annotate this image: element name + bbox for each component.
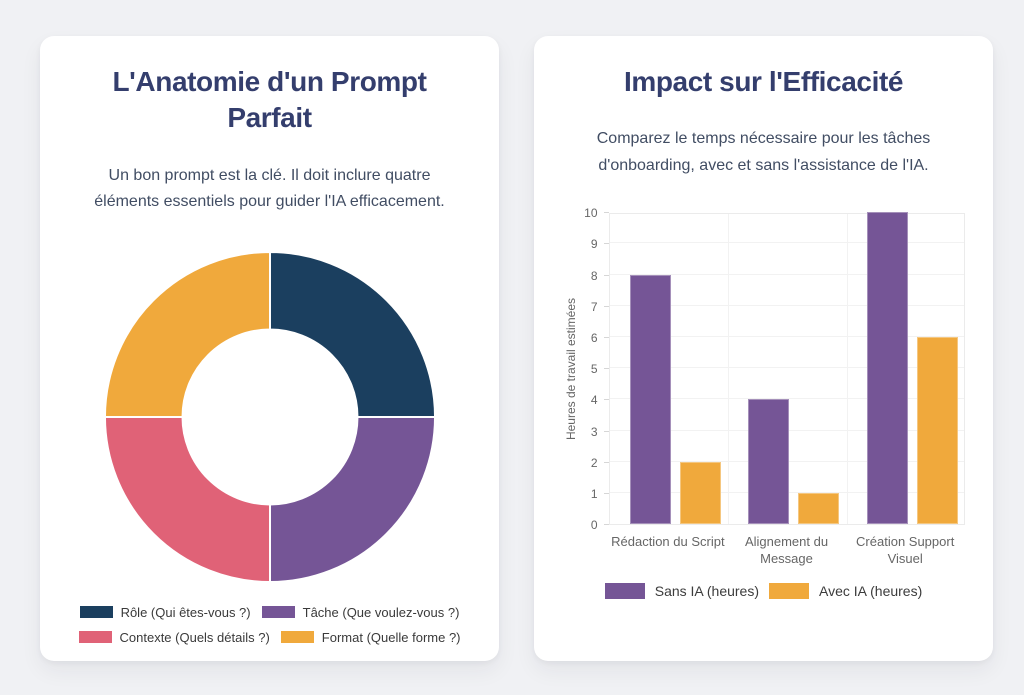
donut-legend: Rôle (Qui êtes-vous ?) Tâche (Que voulez-… bbox=[78, 605, 461, 645]
donut-chart bbox=[101, 248, 439, 591]
y-tick-label: 8 bbox=[590, 268, 598, 283]
x-axis: Rédaction du Script Alignement du Message… bbox=[609, 533, 965, 567]
h-gridline bbox=[609, 367, 964, 369]
y-tick-mark bbox=[603, 524, 609, 526]
donut-legend-item-1[interactable]: Tâche (Que voulez-vous ?) bbox=[261, 604, 460, 620]
legend-swatch bbox=[769, 583, 810, 600]
y-tick-mark bbox=[603, 430, 609, 432]
v-gridline bbox=[728, 214, 730, 525]
y-tick-mark bbox=[603, 336, 609, 338]
x-tick-label-1: Alignement du Message bbox=[744, 534, 829, 567]
h-gridline bbox=[609, 242, 964, 244]
y-axis-title: Heures de travail estimées bbox=[563, 298, 578, 441]
y-tick-label: 5 bbox=[590, 362, 598, 377]
donut-legend-item-0[interactable]: Rôle (Qui êtes-vous ?) bbox=[79, 604, 251, 620]
donut-segment-0 bbox=[268, 250, 436, 418]
donut-segment-3 bbox=[103, 250, 271, 418]
donut-legend-item-3[interactable]: Format (Quelle forme ?) bbox=[280, 629, 461, 645]
page-title: Impact sur l'Efficacité bbox=[623, 66, 904, 97]
legend-label: Rôle (Qui êtes-vous ?) bbox=[120, 604, 251, 620]
card-subtitle: Comparez le temps nécessaire pour les tâ… bbox=[596, 130, 931, 174]
y-tick-mark bbox=[603, 461, 609, 463]
bar-sans-1 bbox=[748, 399, 790, 525]
bar-avec-2 bbox=[916, 336, 958, 525]
donut-segment-1 bbox=[268, 415, 436, 583]
y-tick-mark bbox=[603, 368, 609, 370]
donut-legend-row: Rôle (Qui êtes-vous ?) Tâche (Que voulez-… bbox=[79, 605, 461, 620]
legend-label: Avec IA (heures) bbox=[819, 583, 923, 600]
y-tick-label: 10 bbox=[584, 206, 598, 221]
y-tick-mark bbox=[603, 492, 609, 494]
y-tick-label: 7 bbox=[590, 299, 598, 314]
bar-sans-2 bbox=[866, 212, 908, 525]
x-tick-label-0: Rédaction du Script bbox=[611, 534, 725, 550]
efficiency-card: Impact sur l'Efficacité Comparez le temp… bbox=[534, 36, 993, 661]
legend-swatch bbox=[78, 631, 112, 644]
donut-legend-item-2[interactable]: Contexte (Quels détails ?) bbox=[78, 629, 270, 645]
y-tick-label: 4 bbox=[590, 393, 598, 408]
y-tick-mark bbox=[603, 243, 609, 245]
bar-legend-item-1[interactable]: Avec IA (heures) bbox=[769, 583, 923, 600]
legend-swatch bbox=[280, 631, 314, 644]
y-tick-mark bbox=[603, 305, 609, 307]
h-gridline bbox=[609, 273, 964, 275]
h-gridline bbox=[609, 304, 964, 306]
bar-avec-0 bbox=[679, 461, 721, 525]
bar-sans-0 bbox=[629, 274, 671, 525]
y-tick-label: 9 bbox=[590, 237, 598, 252]
prompt-anatomy-card: L'Anatomie d'un Prompt Parfait Un bon pr… bbox=[40, 36, 499, 661]
legend-swatch bbox=[261, 606, 295, 619]
legend-swatch bbox=[79, 606, 113, 619]
legend-label: Contexte (Quels détails ?) bbox=[119, 629, 270, 645]
page-title: L'Anatomie d'un Prompt Parfait bbox=[112, 66, 427, 134]
y-tick-label: 1 bbox=[590, 486, 598, 501]
donut-legend-row: Contexte (Quels détails ?) Format (Quelle… bbox=[78, 629, 461, 645]
legend-label: Format (Quelle forme ?) bbox=[321, 629, 461, 645]
y-tick-mark bbox=[603, 212, 609, 214]
y-tick-label: 6 bbox=[590, 330, 598, 345]
bar-avec-1 bbox=[798, 492, 840, 525]
h-gridline bbox=[609, 335, 964, 337]
bar-legend-item-0[interactable]: Sans IA (heures) bbox=[604, 583, 760, 600]
x-tick-label-2: Création Support Visuel bbox=[856, 534, 955, 567]
h-gridline bbox=[609, 398, 964, 400]
y-tick-label: 2 bbox=[590, 455, 598, 470]
legend-label: Tâche (Que voulez-vous ?) bbox=[302, 604, 460, 620]
legend-swatch bbox=[604, 583, 645, 600]
y-axis: 0 1 2 3 4 5 6 7 8 9 10 bbox=[579, 206, 609, 532]
y-tick-label: 3 bbox=[590, 424, 598, 439]
y-tick-mark bbox=[603, 399, 609, 401]
donut-segment-2 bbox=[103, 415, 271, 583]
bar-legend: Sans IA (heures) Avec IA (heures) bbox=[563, 583, 965, 600]
legend-label: Sans IA (heures) bbox=[654, 583, 760, 600]
card-subtitle: Un bon prompt est la clé. Il doit inclur… bbox=[94, 166, 445, 211]
v-gridline bbox=[846, 214, 848, 525]
bar-chart: Heures de travail estimées 0 1 2 3 4 5 6 7 8 9 10 … bbox=[563, 206, 965, 600]
bar-plot bbox=[608, 212, 965, 526]
y-tick-label: 0 bbox=[590, 518, 598, 533]
y-tick-mark bbox=[603, 274, 609, 276]
donut-svg bbox=[103, 250, 436, 583]
